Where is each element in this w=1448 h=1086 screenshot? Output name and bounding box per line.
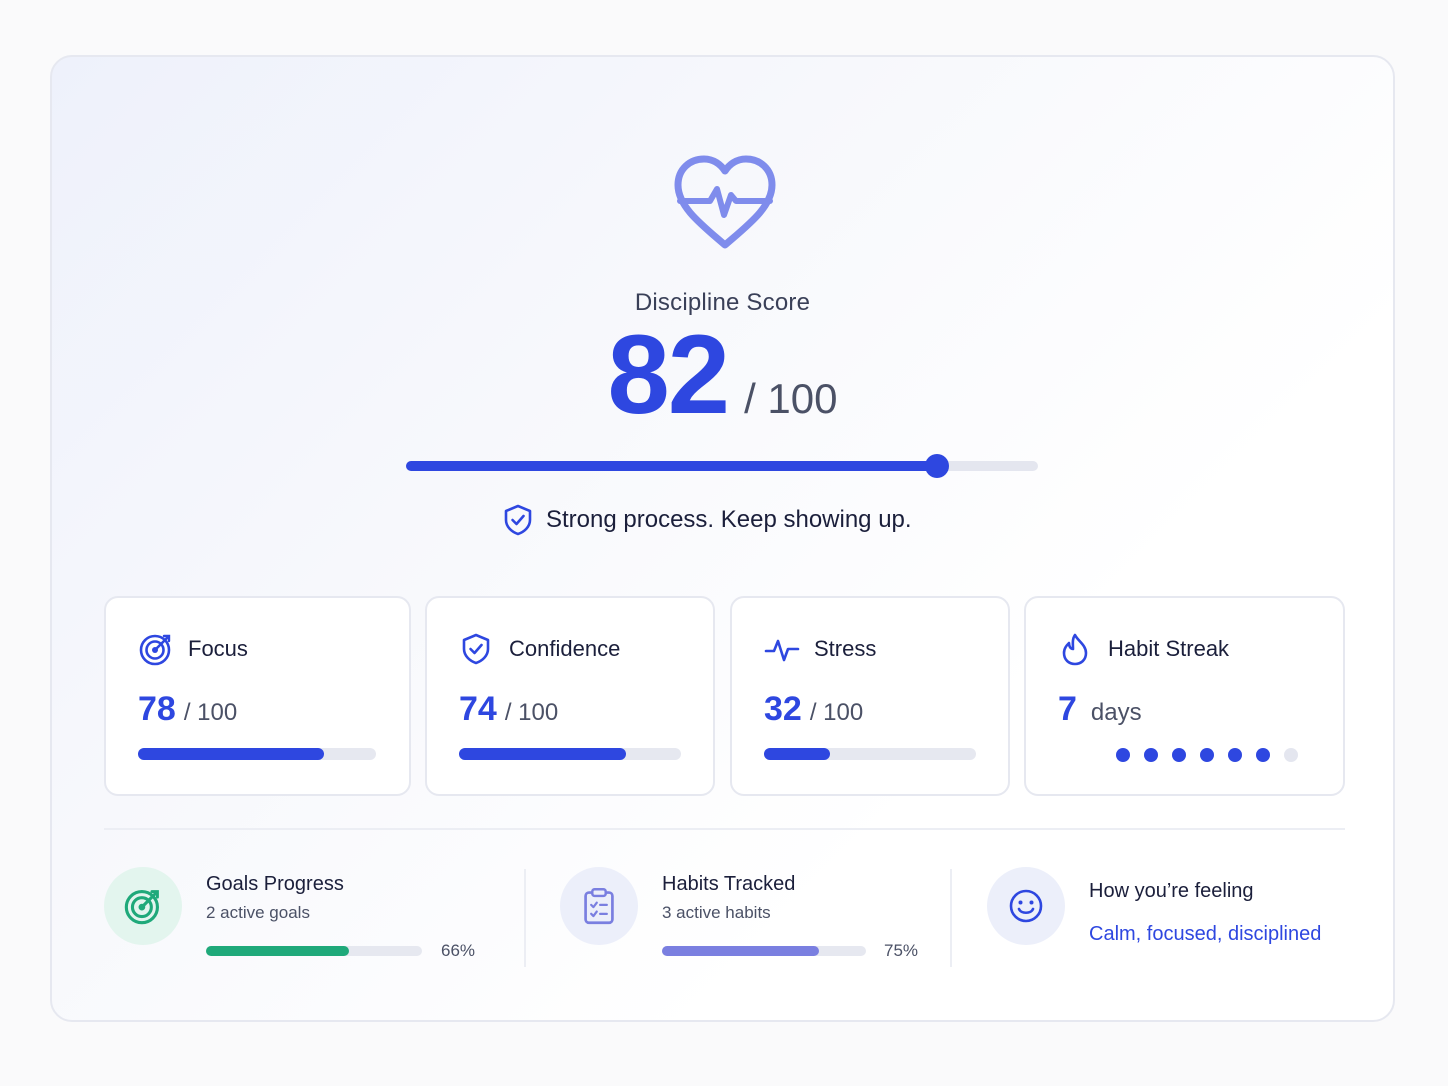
column-divider: [524, 869, 526, 967]
metric-progress-bar: [459, 748, 681, 760]
metric-progress-fill: [764, 748, 830, 760]
shield-check-icon: [504, 504, 532, 536]
goals-subtitle: 2 active goals: [206, 903, 310, 922]
metric-card-habit-streak[interactable]: Habit Streak 7 days: [1024, 596, 1345, 796]
section-divider: [104, 828, 1345, 830]
metric-card-stress[interactable]: Stress 32 / 100: [730, 596, 1010, 796]
score-max: / 100: [744, 375, 838, 422]
column-divider: [950, 869, 952, 967]
metric-value: 74: [459, 690, 497, 728]
score-slider[interactable]: [406, 454, 1038, 478]
metric-value: 7: [1058, 690, 1077, 728]
metric-value: 32: [764, 690, 802, 728]
streak-dot: [1228, 748, 1242, 762]
metric-title: Habit Streak: [1108, 636, 1230, 661]
pulse-icon: [764, 639, 800, 662]
goals-progress-item[interactable]: Goals Progress 2 active goals 66%: [104, 867, 524, 967]
discipline-score-section: Discipline Score 82 / 100 Strong process…: [52, 57, 1393, 577]
metric-title: Confidence: [509, 636, 621, 661]
metric-card-focus[interactable]: Focus 78 / 100: [104, 596, 411, 796]
score-label: Discipline Score: [634, 289, 811, 316]
feeling-title: How you’re feeling: [1089, 880, 1254, 902]
metric-title: Stress: [814, 636, 877, 661]
habits-tracked-item[interactable]: Habits Tracked 3 active habits 75%: [560, 867, 940, 967]
metric-title: Focus: [188, 636, 248, 661]
streak-dot: [1116, 748, 1130, 762]
habits-title: Habits Tracked: [662, 873, 796, 895]
metric-unit: / 100: [809, 699, 864, 726]
smile-icon: [1009, 889, 1043, 923]
feeling-item[interactable]: How you’re feeling Calm, focused, discip…: [987, 867, 1347, 967]
target-icon: [124, 890, 159, 925]
clipboard-check-icon: [584, 888, 614, 925]
metric-unit: / 100: [183, 699, 238, 726]
status-message: Strong process. Keep showing up.: [502, 503, 912, 537]
score-display: 82 / 100: [52, 319, 1393, 431]
metric-progress-bar: [764, 748, 976, 760]
goals-progress-bar: [206, 946, 422, 956]
feeling-value: Calm, focused, disciplined: [1089, 923, 1322, 945]
status-text: Strong process. Keep showing up.: [546, 506, 912, 533]
shield-check-icon: [462, 633, 490, 665]
target-icon: [139, 634, 171, 666]
metrics-row: Focus 78 / 100 Confidence 74 / 100: [52, 596, 1393, 798]
feeling-icon-badge: [987, 867, 1065, 945]
streak-dot: [1284, 748, 1298, 762]
score-slider-fill: [406, 461, 937, 471]
score-value: 82: [607, 312, 731, 437]
metric-progress-fill: [138, 748, 324, 760]
metric-unit: days: [1090, 699, 1142, 726]
metric-unit: / 100: [504, 699, 559, 726]
score-slider-handle[interactable]: [924, 454, 949, 478]
streak-dot: [1172, 748, 1186, 762]
metric-value: 78: [138, 690, 176, 728]
streak-dot: [1256, 748, 1270, 762]
goals-progress-fill: [206, 946, 349, 956]
goals-title: Goals Progress: [206, 873, 344, 895]
habits-progress-bar: [662, 946, 866, 956]
goals-icon-badge: [104, 867, 182, 945]
metric-progress-fill: [459, 748, 626, 760]
habits-subtitle: 3 active habits: [662, 903, 771, 922]
streak-dot: [1144, 748, 1158, 762]
habits-progress-fill: [662, 946, 820, 956]
metric-card-confidence[interactable]: Confidence 74 / 100: [425, 596, 715, 796]
goals-percent: 66%: [441, 941, 476, 960]
streak-dot: [1200, 748, 1214, 762]
discipline-dashboard-card: Discipline Score 82 / 100 Strong process…: [50, 55, 1395, 1022]
habits-icon-badge: [560, 867, 638, 945]
habits-percent: 75%: [884, 941, 919, 960]
flame-icon: [1062, 633, 1088, 666]
streak-dots: [1116, 748, 1298, 762]
heart-pulse-icon: [674, 155, 776, 249]
metric-progress-bar: [138, 748, 376, 760]
